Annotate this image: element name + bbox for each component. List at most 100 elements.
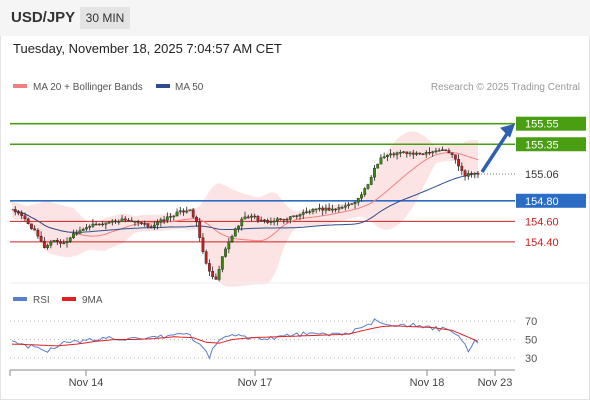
candle	[324, 204, 328, 214]
ma50-legend-label: MA 50	[175, 82, 204, 93]
candle	[437, 147, 441, 152]
candle	[198, 217, 202, 242]
candle	[65, 237, 69, 248]
candle	[285, 217, 289, 224]
candle	[152, 221, 156, 230]
candle	[311, 208, 315, 215]
candle	[470, 171, 473, 178]
candle	[130, 217, 134, 222]
candle	[279, 218, 282, 221]
support-label-154.40: 154.40	[525, 237, 559, 249]
candle	[46, 243, 49, 250]
rsi-legend-swatch	[13, 297, 27, 301]
resistance-tag-155.35	[516, 137, 586, 152]
candle	[107, 220, 111, 224]
candle	[402, 151, 405, 154]
candle	[36, 228, 40, 239]
candle	[191, 207, 195, 219]
candle	[81, 227, 85, 231]
x-tick-label: Nov 23	[478, 377, 513, 389]
candles-layer	[13, 146, 480, 282]
candle	[133, 220, 137, 227]
chart-header: USD/JPY 30 MIN	[0, 0, 590, 36]
arrow-shaft	[480, 132, 509, 173]
candle	[94, 221, 98, 226]
bollinger-band-layer	[12, 131, 478, 287]
x-tick-label: Nov 18	[410, 377, 445, 389]
ma9-legend-swatch	[62, 297, 76, 301]
candle	[444, 149, 448, 152]
candle	[85, 223, 88, 231]
candle	[369, 175, 373, 186]
candle	[250, 213, 253, 222]
rsi-legend-label: RSI	[33, 295, 50, 306]
candle	[450, 152, 454, 159]
rsi-tick-50: 50	[525, 335, 537, 347]
candle	[457, 154, 460, 172]
candle	[476, 170, 480, 178]
candle	[295, 214, 299, 220]
candle	[52, 239, 56, 243]
candle	[110, 219, 114, 226]
candle	[434, 147, 438, 154]
candle	[237, 225, 240, 233]
candle	[143, 220, 147, 227]
candle	[201, 233, 205, 255]
rsi-tick-30: 30	[525, 353, 537, 365]
candle	[327, 203, 331, 212]
candle	[188, 209, 192, 212]
candle	[398, 149, 402, 158]
candle	[104, 222, 108, 230]
candle	[33, 225, 37, 231]
candle	[91, 218, 95, 229]
ma9-legend-label: 9MA	[82, 295, 103, 306]
candle	[298, 213, 302, 221]
resistance-label-155.55: 155.55	[525, 119, 559, 131]
last-price-tag	[516, 167, 586, 182]
candle	[473, 172, 477, 179]
candle	[385, 154, 389, 162]
candle	[373, 165, 376, 181]
candle	[395, 151, 399, 160]
rsi-line	[11, 318, 479, 360]
candle	[350, 203, 354, 205]
candle	[263, 218, 266, 224]
timeframe-button[interactable]: 30 MIN	[80, 7, 130, 29]
candle	[363, 187, 367, 197]
candle	[146, 223, 150, 229]
candle	[275, 216, 279, 226]
candle	[49, 239, 53, 249]
candle	[318, 203, 321, 212]
candle	[169, 213, 172, 222]
candle	[308, 209, 312, 215]
candle	[233, 227, 237, 237]
candle	[321, 205, 325, 216]
candle	[418, 152, 422, 156]
candle	[42, 237, 46, 249]
candle	[149, 224, 153, 229]
candle	[360, 191, 363, 202]
candle	[376, 163, 380, 169]
candle	[23, 212, 27, 222]
candle	[211, 266, 215, 280]
candle	[117, 219, 121, 225]
candle	[240, 216, 244, 231]
candle	[55, 238, 59, 245]
bb-legend-swatch	[13, 84, 27, 88]
candle	[204, 249, 208, 265]
candle	[208, 259, 211, 277]
candle	[415, 151, 418, 156]
candle	[20, 210, 24, 220]
candle	[195, 215, 198, 227]
candle	[301, 209, 305, 219]
candle	[405, 151, 409, 158]
candle	[246, 214, 250, 219]
moving-average-layer	[11, 152, 479, 242]
candle	[356, 197, 360, 206]
candle	[224, 246, 227, 258]
candle	[305, 207, 308, 214]
candle	[337, 204, 341, 213]
candle	[26, 217, 30, 225]
rsi-legend: RSI 9MA	[13, 295, 103, 306]
candle	[453, 154, 457, 164]
